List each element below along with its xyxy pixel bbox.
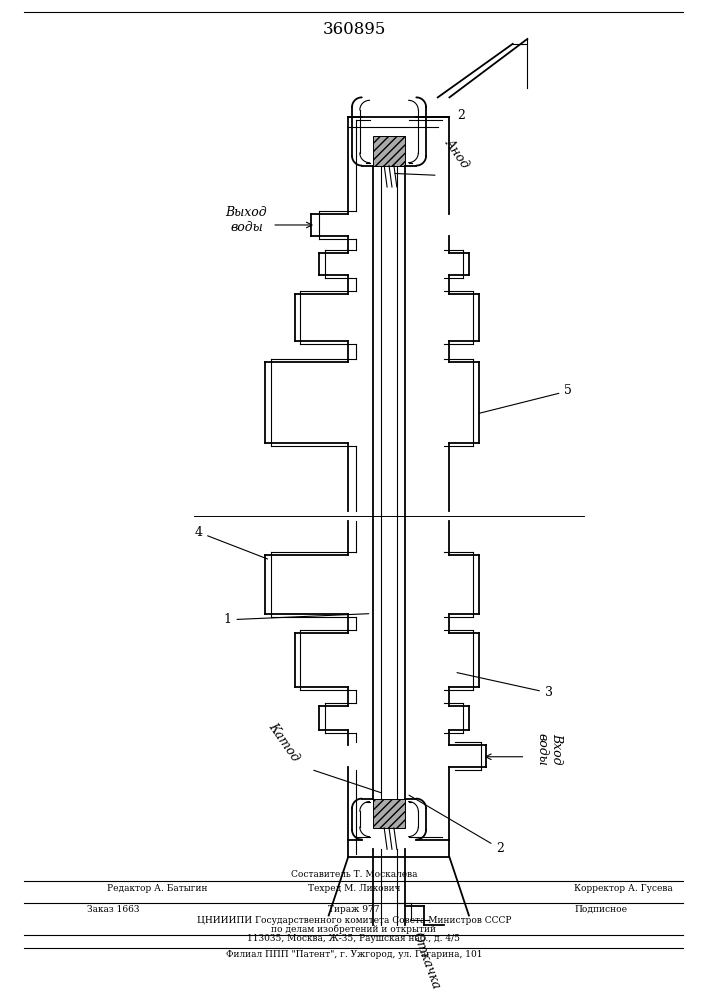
Text: Составитель Т. Москалева: Составитель Т. Москалева bbox=[291, 870, 417, 879]
Text: Откачка: Откачка bbox=[409, 930, 442, 991]
Text: 2: 2 bbox=[409, 795, 504, 855]
Text: 360895: 360895 bbox=[322, 21, 386, 38]
Text: Заказ 1663: Заказ 1663 bbox=[87, 905, 139, 914]
Text: ЦНИИИПИ Государственного комитета Совета Министров СССР: ЦНИИИПИ Государственного комитета Совета… bbox=[197, 916, 511, 925]
Bar bbox=[373, 136, 404, 166]
Text: Анод: Анод bbox=[443, 136, 472, 170]
Text: Тираж 977: Тираж 977 bbox=[328, 905, 380, 914]
Text: 1: 1 bbox=[223, 613, 369, 626]
Bar bbox=[373, 799, 404, 828]
Text: Катод: Катод bbox=[265, 721, 301, 765]
Text: Корректор А. Гусева: Корректор А. Гусева bbox=[574, 884, 673, 893]
Text: 113035, Москва, Ж-35, Раушская наб., д. 4/5: 113035, Москва, Ж-35, Раушская наб., д. … bbox=[247, 933, 460, 943]
Text: 4: 4 bbox=[194, 526, 268, 559]
Text: Техред М. Ликович: Техред М. Ликович bbox=[308, 884, 400, 893]
Text: по делам изобретений и открытий: по делам изобретений и открытий bbox=[271, 924, 436, 934]
Text: 2: 2 bbox=[457, 109, 465, 122]
Text: Выход
воды: Выход воды bbox=[226, 206, 267, 234]
Text: Редактор А. Батыгин: Редактор А. Батыгин bbox=[107, 884, 207, 893]
Text: Подписное: Подписное bbox=[574, 905, 627, 914]
Text: 5: 5 bbox=[479, 384, 572, 413]
Text: Филиал ППП "Патент", г. Ужгород, ул. Гагарина, 101: Филиал ППП "Патент", г. Ужгород, ул. Гаг… bbox=[226, 950, 482, 959]
Text: 3: 3 bbox=[457, 673, 553, 699]
Text: Вход
воды: Вход воды bbox=[535, 733, 563, 765]
